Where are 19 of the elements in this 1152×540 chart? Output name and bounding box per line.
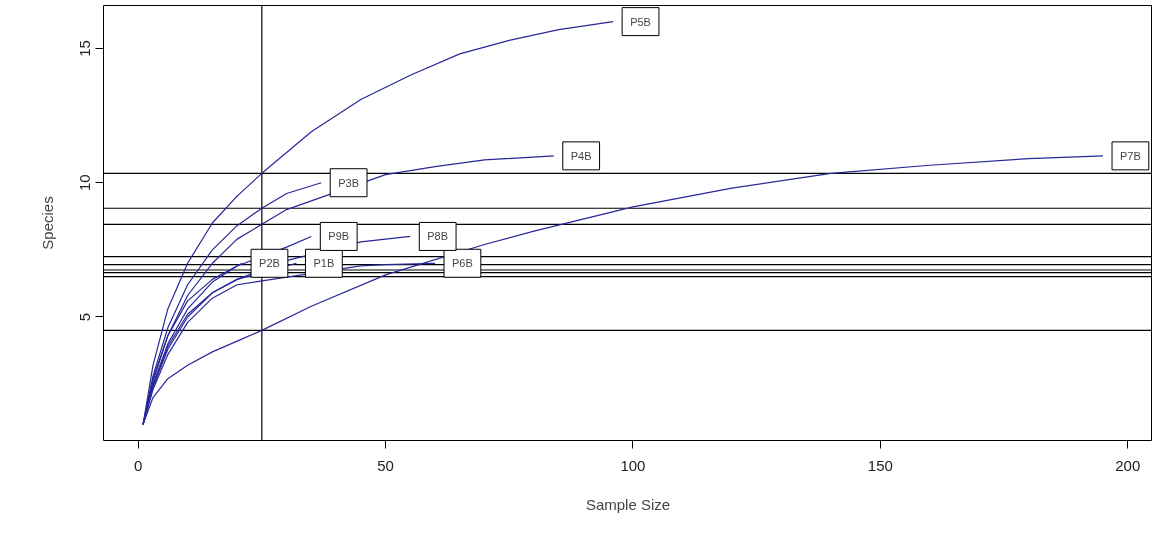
x-tick-label: 0 [133,456,143,474]
series-label: P1B [313,257,335,270]
x-tick-label: 100 [620,456,646,474]
y-axis-title: Species [38,196,56,250]
series-label: P8B [427,230,449,243]
y-tick-label: 15 [76,40,94,57]
series-label: P2B [259,257,280,270]
series-label: P5B [630,15,651,28]
series-label: P9B [328,230,350,243]
series-label: P3B [338,176,360,189]
series-label: P6B [452,257,473,270]
x-tick-label: 150 [867,456,893,474]
y-tick-label: 10 [76,174,94,192]
x-tick-label: 50 [377,456,394,474]
x-tick-label: 200 [1115,456,1141,474]
series-label: P7B [1120,149,1141,162]
series-label: P4B [570,149,592,162]
x-axis-title: Sample Size [585,495,671,513]
y-tick-label: 5 [76,312,94,322]
